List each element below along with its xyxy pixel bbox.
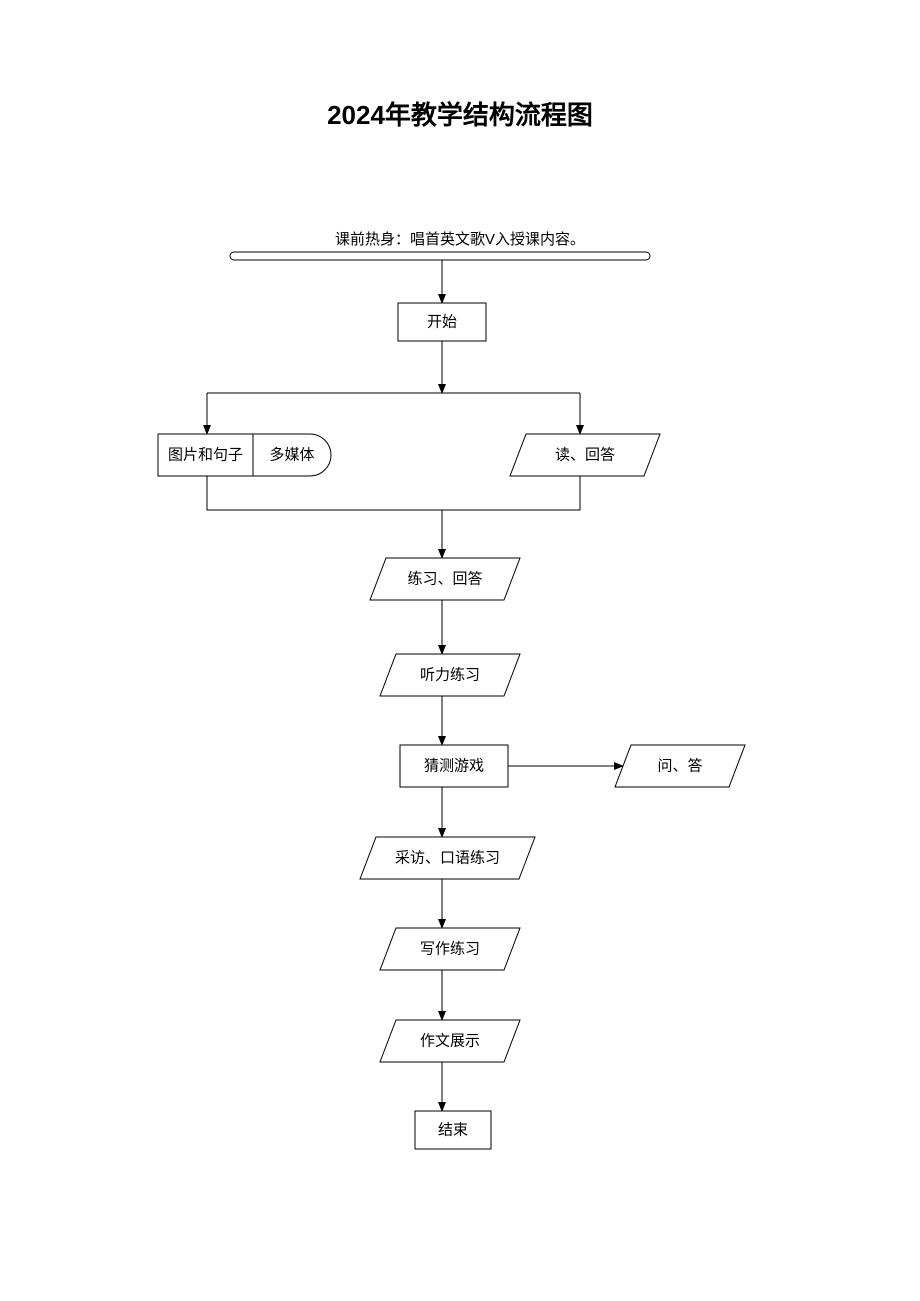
- node-multimedia: 多媒体: [253, 434, 331, 476]
- node-label-guess: 猜测游戏: [424, 757, 484, 774]
- node-writing: 写作练习: [380, 928, 520, 970]
- node-qa: 问、答: [615, 745, 745, 787]
- node-pic_sent: 图片和句子: [158, 434, 253, 476]
- node-interview: 采访、口语练习: [360, 837, 535, 879]
- node-practice: 练习、回答: [370, 558, 520, 600]
- node-label-essay: 作文展示: [420, 1032, 480, 1049]
- page: 2024年教学结构流程图 课前热身：唱首英文歌V入授课内容。 开始图片和句子 多媒…: [0, 0, 920, 1301]
- node-label-start: 开始: [427, 313, 457, 330]
- node-warmup_bar: [230, 252, 650, 260]
- node-label-listen: 听力练习: [420, 666, 480, 683]
- edge: [442, 476, 580, 510]
- node-label-multimedia: 多媒体: [269, 446, 314, 463]
- node-label-read_ans: 读、回答: [555, 446, 615, 463]
- node-read_ans: 读、回答: [510, 434, 660, 476]
- node-label-interview: 采访、口语练习: [395, 849, 500, 866]
- node-listen: 听力练习: [380, 654, 520, 696]
- node-end: 结束: [415, 1111, 491, 1149]
- node-label-practice: 练习、回答: [407, 570, 482, 587]
- node-label-writing: 写作练习: [420, 940, 480, 957]
- flowchart-svg: 开始图片和句子 多媒体 读、回答练习、回答听力练习猜测游戏 问、答采访、口语练习写作练…: [0, 248, 920, 1208]
- node-guess: 猜测游戏: [400, 745, 508, 787]
- subtitle-text: 课前热身：唱首英文歌V入授课内容。: [0, 228, 920, 249]
- flowchart-container: 开始图片和句子 多媒体 读、回答练习、回答听力练习猜测游戏 问、答采访、口语练习写作练…: [0, 248, 920, 1213]
- node-label-end: 结束: [438, 1121, 468, 1138]
- node-start: 开始: [398, 303, 486, 341]
- edge: [207, 476, 442, 510]
- page-title: 2024年教学结构流程图: [0, 95, 920, 132]
- node-essay: 作文展示: [380, 1020, 520, 1062]
- node-label-pic_sent: 图片和句子: [168, 446, 243, 463]
- node-label-qa: 问、答: [657, 757, 702, 774]
